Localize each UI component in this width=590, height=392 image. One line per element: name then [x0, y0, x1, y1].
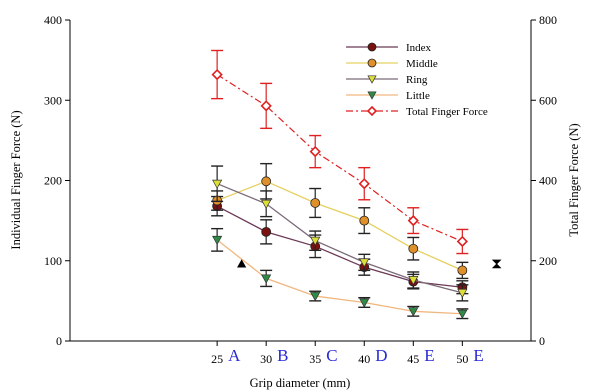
series-line: [216, 239, 463, 315]
legend-swatch-marker: [367, 91, 377, 100]
x-group-letter: E: [424, 346, 434, 365]
legend-item: Middle: [346, 58, 438, 70]
data-point: [408, 276, 419, 286]
series-line: [216, 183, 463, 294]
data-point: [261, 274, 272, 284]
data-point: [359, 258, 370, 268]
extra-marker-triangle-up: [237, 259, 247, 268]
data-point: [456, 235, 468, 248]
x-group-letter: D: [375, 346, 387, 365]
x-group-letter: C: [326, 346, 337, 365]
left-axis-title: Individual Finger Force (N): [9, 110, 23, 249]
legend-item: Total Finger Force: [346, 105, 488, 118]
legend-label: Ring: [406, 74, 428, 86]
data-point: [260, 100, 272, 112]
x-tick-label: 25: [211, 352, 223, 366]
extra-marker-hourglass: [491, 259, 502, 269]
x-tick-label: 45: [407, 352, 419, 366]
data-point: [408, 243, 419, 254]
x-group-letter: A: [228, 346, 241, 365]
left-axis-ticks: 0 100 200 300 400: [44, 13, 70, 348]
right-tick-label: 600: [539, 93, 557, 107]
data-point: [261, 176, 272, 187]
data-point: [359, 298, 370, 308]
left-tick-label: 400: [44, 13, 62, 27]
series-line: [216, 180, 463, 271]
legend-label: Middle: [406, 58, 438, 70]
series-ring: [211, 165, 469, 302]
data-point: [358, 178, 370, 190]
legend-swatch-marker: [367, 42, 377, 52]
data-point: [261, 226, 272, 237]
data-point: [407, 214, 419, 227]
series-little: [211, 227, 469, 320]
right-tick-label: 200: [539, 254, 557, 268]
data-point: [310, 236, 321, 246]
data-point: [310, 198, 321, 208]
x-tick-label: 30: [260, 352, 272, 366]
right-axis-ticks: 0 200 400 600 800: [531, 13, 557, 348]
x-tick-label: 40: [358, 352, 370, 366]
legend: Index Middle Ring Little Total Finger Force: [346, 42, 488, 118]
data-point: [457, 309, 468, 319]
data-point: [457, 265, 468, 276]
legend-swatch-marker: [366, 105, 378, 117]
data-point: [212, 179, 223, 189]
x-axis-ticks: 25 A 30 B 35 C 40 D 45 E 50 E: [211, 341, 484, 366]
data-point: [359, 215, 370, 226]
right-axis-title: Total Finger Force (N): [567, 123, 581, 236]
legend-label: Little: [406, 90, 430, 102]
legend-item: Little: [346, 90, 430, 102]
series-line: [216, 205, 463, 288]
right-tick-label: 400: [539, 174, 557, 188]
x-group-letter: E: [473, 346, 483, 365]
legend-swatch-marker: [367, 58, 377, 68]
right-tick-label: 800: [539, 13, 557, 27]
legend-label: Total Finger Force: [406, 106, 488, 118]
left-tick-label: 0: [56, 334, 62, 348]
data-point: [457, 288, 468, 299]
data-point: [408, 307, 419, 317]
x-tick-label: 50: [456, 352, 468, 366]
series-total-finger-force: [211, 49, 469, 255]
series-line: [216, 74, 463, 243]
extra-markers: [237, 259, 502, 269]
x-tick-label: 35: [309, 352, 321, 366]
left-tick-label: 200: [44, 174, 62, 188]
data-point: [211, 68, 223, 81]
left-tick-label: 100: [44, 254, 62, 268]
data-point: [309, 145, 321, 158]
series-layer: [211, 49, 469, 320]
data-point: [310, 292, 321, 302]
x-axis-title: Grip diameter (mm): [250, 376, 351, 390]
legend-item: Ring: [346, 74, 428, 86]
series-middle: [211, 162, 469, 280]
right-tick-label: 0: [539, 334, 545, 348]
legend-label: Index: [406, 42, 432, 54]
legend-item: Index: [346, 42, 432, 54]
legend-swatch-marker: [367, 75, 377, 84]
data-point: [261, 199, 272, 209]
left-tick-label: 300: [44, 93, 62, 107]
x-group-letter: B: [277, 346, 288, 365]
data-point: [212, 235, 223, 246]
